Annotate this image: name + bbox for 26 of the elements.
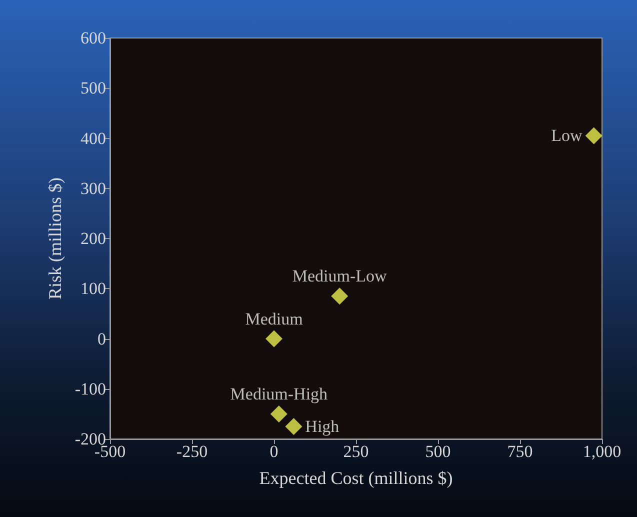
- y-tick-label: 400: [80, 128, 106, 148]
- point: [266, 330, 282, 348]
- x-axis-title: Expected Cost (millions $): [259, 468, 453, 488]
- data-label: Medium-Low: [292, 266, 388, 286]
- y-tick-label: 500: [80, 78, 106, 98]
- data-label: High: [305, 416, 340, 436]
- point: [270, 405, 288, 422]
- x-tick-label: -250: [176, 442, 208, 461]
- y-tick-label: 0: [98, 329, 106, 348]
- x-tick-label: 0: [270, 442, 278, 461]
- point: [285, 418, 302, 435]
- point: [331, 288, 348, 305]
- y-tick-label: 100: [80, 279, 106, 298]
- y-axis-title: Risk (millions $): [44, 177, 65, 300]
- y-tick-label: -100: [74, 379, 106, 398]
- point: [585, 127, 602, 144]
- data-label: Low: [551, 126, 584, 146]
- x-tick-label: 250: [343, 442, 369, 461]
- x-tick-label: 500: [425, 442, 451, 461]
- x-tick-label: 750: [507, 442, 533, 461]
- data-label: Medium: [245, 309, 303, 328]
- x-tick-label: 1,000: [582, 442, 622, 461]
- data-label: Medium-High: [230, 384, 328, 404]
- y-tick-label: 200: [80, 229, 106, 248]
- y-tick-label: 300: [80, 178, 106, 198]
- y-tick-label: 600: [80, 28, 106, 48]
